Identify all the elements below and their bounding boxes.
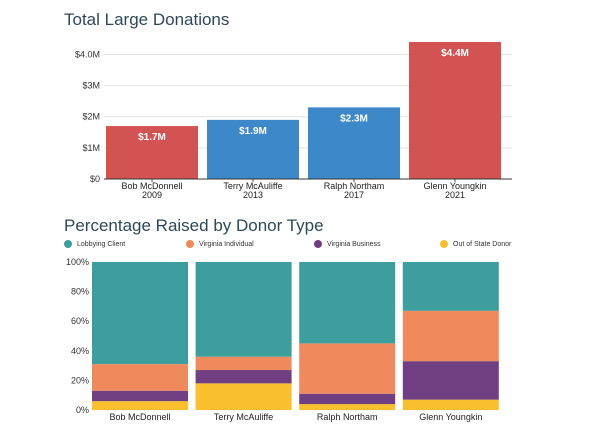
segment-virginia-business — [299, 393, 396, 405]
segment-virginia-individual — [92, 364, 188, 391]
y-tick-label: $0 — [90, 174, 100, 184]
bar-glenn-youngkin — [409, 42, 501, 179]
segment-out-of-state-donor — [92, 401, 188, 410]
x-tick-year: 2017 — [344, 190, 364, 200]
segment-virginia-individual — [299, 343, 396, 394]
legend-swatch — [64, 240, 72, 248]
y-tick-label: 60% — [71, 316, 89, 326]
y-tick-label: 0% — [76, 405, 89, 415]
segment-virginia-business — [195, 370, 292, 384]
bar-bob-mcdonnell — [106, 126, 198, 179]
data-label: $2.3M — [340, 113, 368, 124]
y-tick-label: 20% — [71, 375, 89, 385]
x-tick-label: Ralph Northam — [317, 412, 378, 422]
segment-virginia-business — [402, 361, 499, 400]
legend-item: Out of State Donor — [440, 240, 511, 248]
x-tick-label: Ralph Northam — [324, 181, 385, 191]
segment-lobbying-client — [92, 262, 188, 365]
legend-swatch — [186, 240, 194, 248]
segment-virginia-individual — [402, 310, 499, 362]
y-tick-label: $3M — [82, 81, 100, 91]
data-label: $1.9M — [239, 126, 267, 137]
segment-out-of-state-donor — [402, 399, 499, 410]
x-tick-year: 2013 — [243, 190, 263, 200]
legend-item: Virginia Business — [314, 240, 381, 248]
legend-label: Out of State Donor — [453, 240, 512, 248]
segment-lobbying-client — [195, 262, 292, 357]
x-tick-label: Terry McAuliffe — [223, 181, 282, 191]
segment-out-of-state-donor — [195, 383, 292, 410]
segment-out-of-state-donor — [299, 404, 396, 410]
x-tick-label: Terry McAuliffe — [214, 412, 273, 422]
x-tick-label: Bob McDonnell — [121, 181, 182, 191]
segment-virginia-business — [92, 390, 188, 402]
segment-virginia-individual — [195, 356, 292, 371]
x-tick-year: 2009 — [142, 190, 162, 200]
data-label: $1.7M — [138, 132, 166, 143]
bar-ralph-northam — [308, 107, 400, 179]
y-tick-label: 40% — [71, 346, 89, 356]
legend-label: Virginia Business — [327, 240, 381, 248]
y-tick-label: 80% — [71, 287, 89, 297]
legend-item: Virginia Individual — [186, 240, 254, 248]
legend-label: Lobbying Client — [77, 240, 126, 248]
legend-swatch — [440, 240, 448, 248]
y-tick-label: $2M — [82, 112, 100, 122]
x-tick-year: 2021 — [445, 190, 465, 200]
y-tick-label: 100% — [66, 257, 89, 267]
legend-swatch — [314, 240, 322, 248]
segment-lobbying-client — [299, 262, 396, 344]
legend-item: Lobbying Client — [64, 240, 125, 248]
segment-lobbying-client — [402, 262, 499, 311]
x-tick-label: Glenn Youngkin — [419, 412, 482, 422]
x-tick-label: Glenn Youngkin — [423, 181, 486, 191]
chart-title-total-donations: Total Large Donations — [64, 10, 230, 29]
x-tick-label: Bob McDonnell — [109, 412, 170, 422]
chart-title-percentage-donor-type: Percentage Raised by Donor Type — [64, 216, 324, 235]
data-label: $4.4M — [441, 48, 469, 59]
y-tick-label: $1M — [82, 143, 100, 153]
y-tick-label: $4.0M — [75, 49, 100, 59]
legend-label: Virginia Individual — [199, 240, 254, 248]
bar-terry-mcauliffe — [207, 119, 299, 179]
